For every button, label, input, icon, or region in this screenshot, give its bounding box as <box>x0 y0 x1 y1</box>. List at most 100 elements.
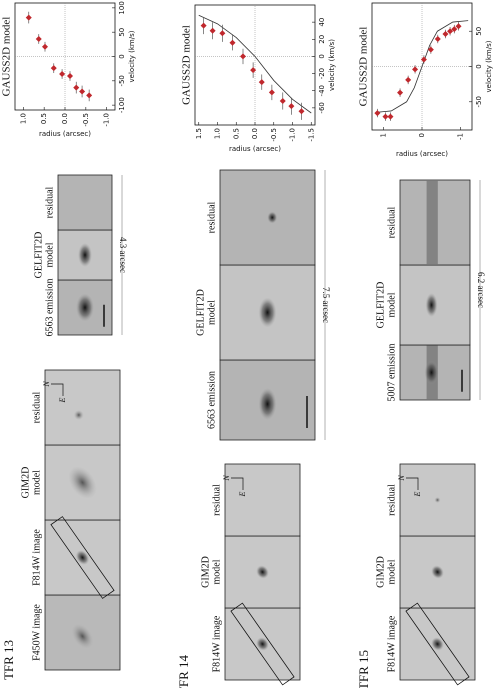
x-tick-label: 0.0 <box>251 128 259 139</box>
y-tick-label: 0 <box>318 54 326 58</box>
data-point <box>35 35 42 42</box>
data-point <box>67 72 73 79</box>
data-point <box>250 67 257 74</box>
data-point <box>420 56 427 63</box>
y-tick-label: -50 <box>475 96 483 107</box>
image-panel <box>44 369 121 446</box>
galaxy <box>68 466 97 499</box>
x-tick-label: -1.0 <box>289 128 297 142</box>
compass-label: E <box>413 491 422 497</box>
data-point <box>50 65 57 72</box>
plot-title: GAUSS2D model <box>358 27 370 107</box>
data-point <box>455 23 462 30</box>
x-axis-label: radius (arcsec) <box>396 150 448 158</box>
panel-label: residual <box>386 206 397 238</box>
data-point <box>288 103 295 110</box>
panel-label: GELFIT2D <box>375 282 386 329</box>
x-tick-label: 1.0 <box>214 128 222 139</box>
object-label: TFR 14 <box>176 654 191 688</box>
data-point <box>387 113 394 120</box>
panel-label: residual <box>31 391 42 423</box>
compass-label: N <box>222 475 231 482</box>
x-tick-label: 0.5 <box>40 113 48 124</box>
x-tick-label: 1.0 <box>19 113 27 124</box>
panel-label: 5007 emission <box>386 343 397 401</box>
x-axis-label: radius (arcsec) <box>229 145 281 153</box>
panel-label: model <box>386 292 397 317</box>
x-tick-label: 0 <box>418 133 426 137</box>
galaxy <box>75 550 90 565</box>
data-point <box>397 89 404 96</box>
y-tick-label: 20 <box>318 35 326 44</box>
galaxy <box>71 623 94 649</box>
galaxy <box>431 637 444 651</box>
y-tick-label: -40 <box>318 85 326 96</box>
panel-label: F450W image <box>31 604 42 661</box>
emission <box>258 297 277 328</box>
x-tick-label: 0.5 <box>232 128 240 139</box>
x-tick-label: -1 <box>456 133 464 140</box>
panel-label: model <box>206 300 217 325</box>
data-point <box>79 88 86 95</box>
panel-label: F814W image <box>31 529 42 586</box>
scale-label: 7.5 arcsec <box>321 287 331 323</box>
compass <box>406 477 419 490</box>
panel-label: GELFIT2D <box>195 289 206 336</box>
data-point <box>412 66 419 73</box>
panel-label: model <box>31 470 42 495</box>
scale-label: 4.3 arcsec <box>118 237 128 273</box>
emission <box>424 360 439 385</box>
y-tick-label: 0 <box>475 64 483 68</box>
x-tick-label: 0.0 <box>61 113 69 124</box>
panel-label: GIM2D <box>375 556 386 588</box>
slit <box>405 602 470 686</box>
emission <box>267 211 278 224</box>
data-point <box>240 53 246 60</box>
panel-label: GELFIT2D <box>33 232 44 279</box>
scale-label: 6.2 arcsec <box>476 272 486 308</box>
panel-label: F814W image <box>211 615 222 672</box>
data-point <box>42 43 48 50</box>
panel-label: model <box>44 242 55 267</box>
y-tick-label: 40 <box>318 18 326 27</box>
data-point <box>73 84 80 91</box>
data-point <box>25 14 32 21</box>
data-point <box>59 71 66 78</box>
panel-label: model <box>211 559 222 584</box>
spectrum-panel <box>57 174 113 231</box>
data-point <box>427 46 434 53</box>
x-tick-label: 1 <box>380 133 388 137</box>
panel-label: 6563 emission <box>44 278 55 336</box>
galaxy <box>256 565 269 579</box>
compass-label: E <box>238 491 247 497</box>
y-tick-label: -20 <box>318 68 326 79</box>
galaxy <box>256 637 269 651</box>
x-axis-label: radius (arcsec) <box>39 130 91 138</box>
object-label: TFR 13 <box>1 640 16 680</box>
x-tick-label: -1.5 <box>307 128 315 142</box>
model-curve <box>198 14 312 114</box>
panel-label: residual <box>211 484 222 516</box>
emission <box>78 243 92 267</box>
data-point <box>86 92 93 99</box>
panel-label: residual <box>44 186 55 218</box>
data-point <box>258 79 265 86</box>
panel-label: GIM2D <box>200 556 211 588</box>
panel-label: GIM2D <box>20 467 31 499</box>
image-panel <box>224 463 301 537</box>
data-point <box>442 31 449 38</box>
object-label: TFR 15 <box>356 650 371 688</box>
plot-title: GAUSS2D model <box>181 25 193 105</box>
emission <box>76 293 94 322</box>
x-tick-label: 1.5 <box>195 128 203 139</box>
slit <box>50 516 115 599</box>
data-point <box>298 108 305 115</box>
data-point <box>268 89 275 96</box>
y-axis-label: velocity (km/s) <box>328 39 336 91</box>
y-tick-label: 0 <box>118 54 126 58</box>
panel-label: F814W image <box>386 615 397 672</box>
data-point <box>279 98 286 104</box>
data-point <box>200 22 207 29</box>
